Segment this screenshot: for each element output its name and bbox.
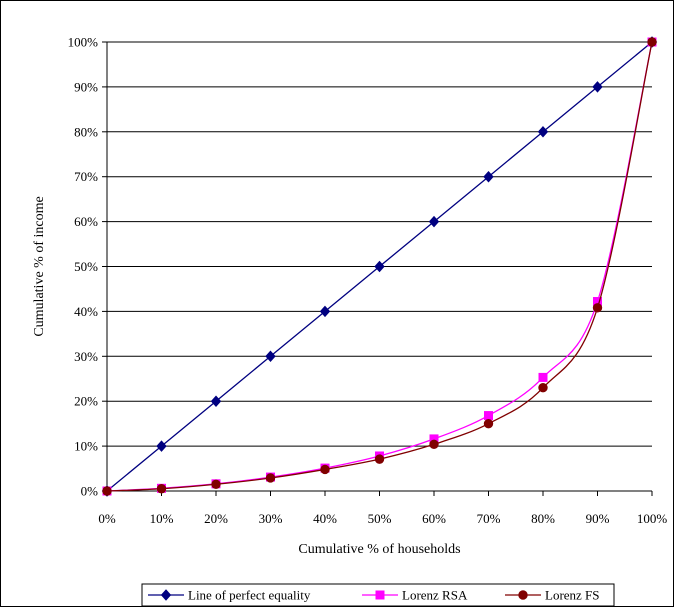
x-tick-label: 90%	[586, 511, 610, 526]
data-point-marker	[265, 473, 276, 483]
data-point-marker	[592, 303, 603, 313]
data-point-marker	[647, 37, 657, 47]
data-point-marker	[320, 464, 330, 475]
grid-lines	[107, 41, 652, 447]
x-tick-label: 40%	[313, 511, 337, 526]
legend-entry: Line of perfect equality	[148, 588, 311, 603]
data-point-marker	[483, 418, 494, 429]
data-point-marker	[102, 486, 112, 496]
legend-label: Lorenz FS	[545, 588, 600, 603]
legend-entry: Lorenz RSA	[362, 588, 468, 603]
data-point-marker	[428, 215, 440, 228]
data-point-marker	[484, 411, 493, 421]
data-point-marker	[375, 590, 385, 600]
y-tick-label: 80%	[74, 124, 98, 139]
data-point-marker	[156, 484, 167, 494]
series-line-of-perfect-equality	[101, 36, 658, 497]
y-tick-label: 90%	[74, 79, 98, 94]
y-tick-label: 60%	[74, 214, 98, 229]
series-lorenz-fs	[102, 37, 657, 496]
data-point-marker	[160, 589, 172, 601]
data-point-marker	[210, 395, 222, 407]
x-tick-label: 70%	[477, 511, 501, 526]
x-tick-label: 80%	[531, 511, 555, 526]
data-point-marker	[211, 479, 221, 489]
data-point-marker	[374, 260, 385, 273]
y-tick-label: 40%	[74, 304, 98, 319]
plot-series	[101, 36, 658, 497]
legend: Line of perfect equality Lorenz RSA Lorenz…	[141, 583, 615, 607]
x-tick-label: 30%	[259, 511, 283, 526]
x-tick-label: 100%	[637, 511, 668, 526]
data-point-marker	[518, 590, 528, 600]
legend-label: Line of perfect equality	[188, 588, 311, 603]
legend-entry: Lorenz FS	[505, 588, 600, 603]
y-tick-label: 30%	[74, 349, 98, 364]
x-tick-label: 50%	[368, 511, 392, 526]
y-tick-label: 0%	[81, 484, 99, 499]
x-axis-title: Cumulative % of households	[298, 542, 460, 557]
data-point-marker	[537, 126, 549, 138]
y-tick-label: 70%	[74, 169, 98, 184]
y-tick-label: 10%	[74, 439, 98, 454]
data-point-marker	[483, 170, 494, 183]
legend-label: Lorenz RSA	[402, 588, 468, 603]
x-tick-label: 0%	[98, 511, 116, 526]
x-tick-label: 60%	[422, 511, 446, 526]
data-point-marker	[156, 440, 167, 452]
data-point-marker	[265, 350, 276, 363]
y-tick-label: 20%	[74, 394, 98, 409]
data-point-marker	[429, 439, 439, 450]
data-point-marker	[538, 383, 548, 393]
data-point-marker	[374, 454, 385, 464]
data-point-marker	[592, 81, 603, 93]
y-axis-title: Cumulative % of income	[32, 196, 47, 336]
data-point-marker	[538, 372, 548, 382]
tick-labels: 0% 10% 20% 30% 40% 50% 60% 70% 80% 90% 100% 0% 10% 20…	[68, 35, 668, 527]
y-tick-label: 100%	[68, 35, 99, 50]
data-point-marker	[319, 305, 331, 318]
x-tick-label: 10%	[150, 511, 174, 526]
x-tick-label: 20%	[204, 511, 228, 526]
y-tick-label: 50%	[74, 259, 98, 274]
axes	[102, 41, 653, 496]
